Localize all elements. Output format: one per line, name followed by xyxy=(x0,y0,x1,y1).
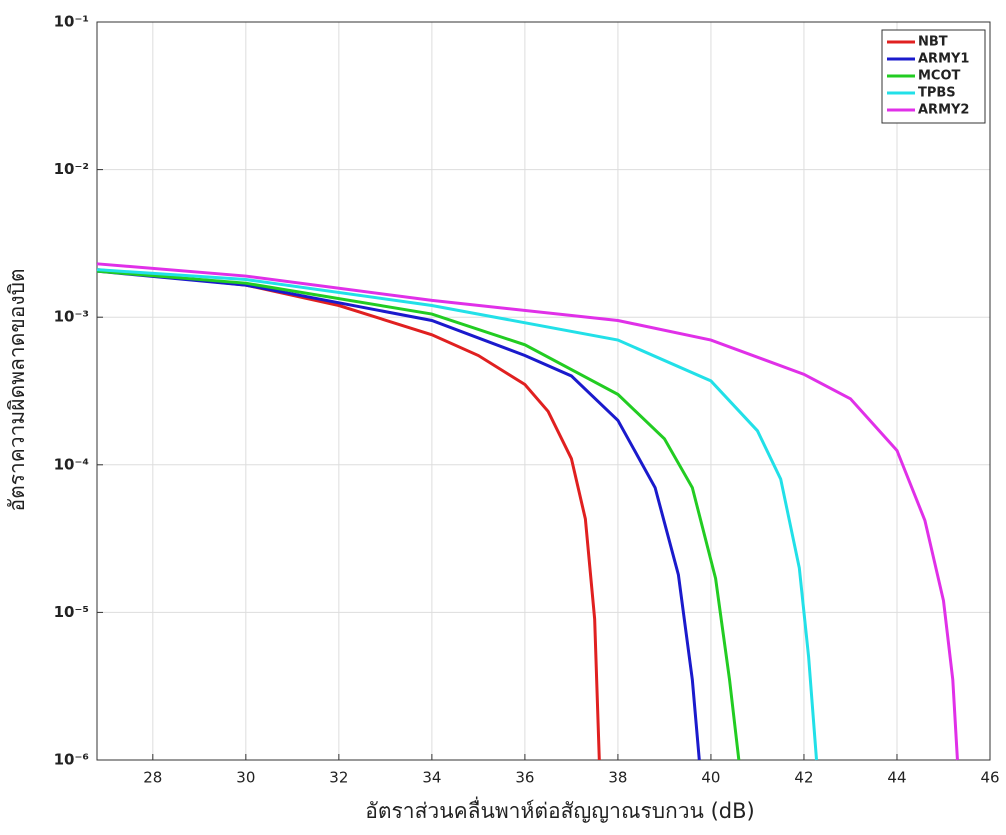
x-axis-title: อัตราส่วนคลื่นพาห์ต่อสัญญาณรบกวน (dB) xyxy=(365,796,754,823)
series-line xyxy=(96,262,959,761)
legend-label: ARMY1 xyxy=(918,52,969,67)
x-tick-label: 40 xyxy=(701,769,720,787)
legend-label: ARMY2 xyxy=(918,103,969,118)
y-tick-label: 10⁻⁵ xyxy=(54,603,89,621)
x-tick-label: 28 xyxy=(143,769,162,787)
x-tick-label: 36 xyxy=(515,769,534,787)
x-tick-label: 38 xyxy=(608,769,627,787)
legend-label: MCOT xyxy=(918,69,961,84)
legend-label: NBT xyxy=(918,35,948,50)
y-tick-label: 10⁻⁴ xyxy=(54,455,89,473)
series-line xyxy=(96,268,601,761)
plot-area xyxy=(97,22,990,760)
series-line xyxy=(96,268,819,761)
x-tick-label: 46 xyxy=(980,769,999,787)
plot-frame xyxy=(96,21,991,761)
x-tick-label: 32 xyxy=(329,769,348,787)
x-tick-label: 44 xyxy=(887,769,906,787)
y-tick-label: 10⁻⁶ xyxy=(54,751,89,769)
y-tick-label: 10⁻¹ xyxy=(54,13,89,31)
series-line xyxy=(96,269,701,761)
x-tick-label: 42 xyxy=(794,769,813,787)
series-line xyxy=(96,269,741,761)
legend-label: TPBS xyxy=(918,86,956,101)
y-tick-label: 10⁻² xyxy=(54,160,89,178)
y-axis-title: อัตราความผิดพลาดของบิต xyxy=(5,268,29,511)
x-tick-label: 30 xyxy=(236,769,255,787)
x-tick-label: 34 xyxy=(422,769,441,787)
y-tick-label: 10⁻³ xyxy=(54,308,89,326)
